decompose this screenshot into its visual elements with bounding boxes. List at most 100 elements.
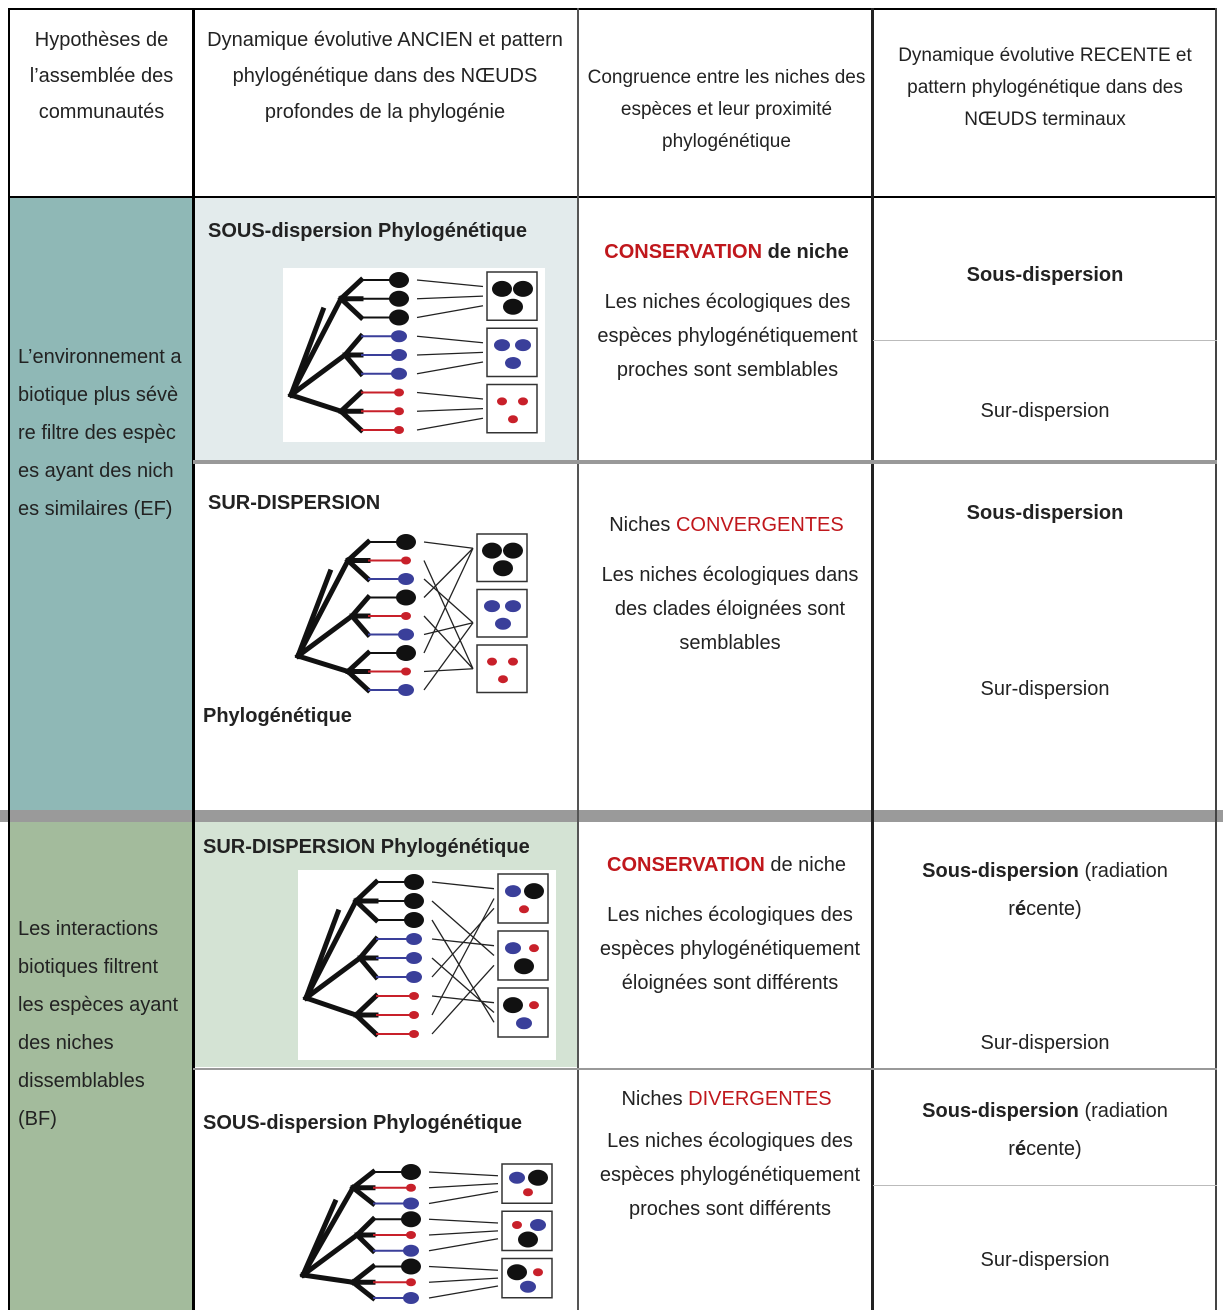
species-dot (507, 1264, 527, 1281)
recent-text: é (1014, 898, 1027, 920)
species-dot (394, 407, 404, 416)
community-box (486, 383, 538, 434)
species-dot (528, 1169, 548, 1186)
phylogeny-diagram (283, 268, 545, 442)
branch (353, 1231, 377, 1255)
pattern-title: Phylogénétique (203, 705, 352, 727)
branch (344, 667, 372, 694)
species-dot (406, 971, 422, 983)
branch (300, 1272, 356, 1286)
phylogeny-diagram (298, 870, 556, 1060)
community-box (497, 987, 549, 1038)
species-dot (406, 1183, 416, 1192)
branch (302, 994, 360, 1019)
species-dot (401, 1164, 421, 1180)
branch (337, 295, 365, 322)
link (431, 964, 495, 1035)
species-dot (401, 556, 411, 565)
species-dot (494, 339, 510, 352)
branch (352, 878, 380, 905)
species-dot (404, 912, 424, 928)
recent-pattern: Sur-dispersion (980, 678, 1110, 700)
link (428, 1230, 499, 1236)
species-dot (503, 997, 523, 1014)
niche-keyword: CONSERVATION (607, 854, 765, 876)
recent-keyword: Sous-dispersion (922, 860, 1079, 882)
species-dot (391, 367, 407, 380)
niche-title: CONSERVATION de niche (580, 848, 873, 882)
header-cell: Congruence entre les niches des espèces … (587, 67, 866, 152)
niche-title: Niches CONVERGENTES (580, 508, 873, 542)
species-dot (512, 1220, 522, 1229)
link (428, 1277, 499, 1283)
species-dot (515, 339, 531, 352)
branch (352, 992, 380, 1019)
species-dot (409, 1011, 419, 1019)
group1-bg (8, 197, 193, 810)
species-dot (508, 415, 518, 424)
niche-keyword: DIVERGENTES (688, 1088, 832, 1110)
border (193, 1068, 1217, 1070)
species-dot (396, 645, 416, 661)
border (1215, 8, 1217, 1310)
species-dot (503, 542, 523, 559)
link (428, 1171, 499, 1177)
branch (302, 908, 342, 1002)
branch (302, 954, 364, 1002)
species-dot (498, 675, 508, 684)
species-dot (484, 600, 500, 613)
niche-title: Niches DIVERGENTES (580, 1082, 873, 1116)
link (431, 898, 495, 1016)
species-dot (495, 617, 511, 630)
border (192, 8, 195, 1310)
pattern-title: SOUS-dispersion Phylogénétique (208, 220, 527, 242)
recent-pattern: Sous-dispersion (966, 264, 1124, 286)
branch (353, 1215, 377, 1239)
species-dot (529, 944, 539, 953)
branch (337, 276, 365, 303)
branch (287, 391, 345, 415)
recent-pattern: Sous-dispersion (radiation récente) (895, 852, 1195, 928)
link (428, 1265, 499, 1271)
species-dot (409, 1030, 419, 1038)
community-box (497, 873, 549, 924)
species-dot (389, 290, 409, 307)
link (423, 615, 474, 670)
species-dot (518, 397, 528, 406)
niche-description: Les niches écologiques des espèces phylo… (599, 904, 861, 994)
branch (349, 1278, 377, 1302)
species-dot (403, 1197, 419, 1210)
branch (341, 351, 365, 378)
branch (287, 351, 349, 399)
species-dot (518, 1231, 538, 1248)
species-dot (401, 1211, 421, 1228)
branch (294, 568, 334, 660)
species-dot (404, 893, 424, 909)
link (431, 907, 495, 978)
link (416, 279, 484, 288)
species-dot (406, 1278, 416, 1287)
species-dot (505, 600, 521, 613)
branch (337, 388, 365, 415)
border (873, 340, 1217, 341)
species-dot (505, 885, 521, 898)
community-box (476, 588, 528, 638)
header-cell: Dynamique évolutive ANCIEN et pattern ph… (207, 29, 563, 123)
species-dot (391, 330, 407, 343)
link (416, 351, 484, 356)
recent-text: (radiation r (1008, 860, 1168, 920)
link (428, 1285, 499, 1299)
community-box (486, 327, 538, 378)
species-dot (389, 309, 409, 326)
species-dot (497, 397, 507, 406)
link (428, 1190, 499, 1205)
link (416, 391, 484, 400)
species-dot (396, 534, 416, 550)
phylogeny-diagram (290, 530, 535, 702)
branch (299, 1198, 339, 1279)
recent-text: cente) (1026, 1138, 1082, 1160)
group2-bg (8, 822, 193, 1310)
species-dot (509, 1171, 525, 1184)
branch (294, 652, 352, 675)
